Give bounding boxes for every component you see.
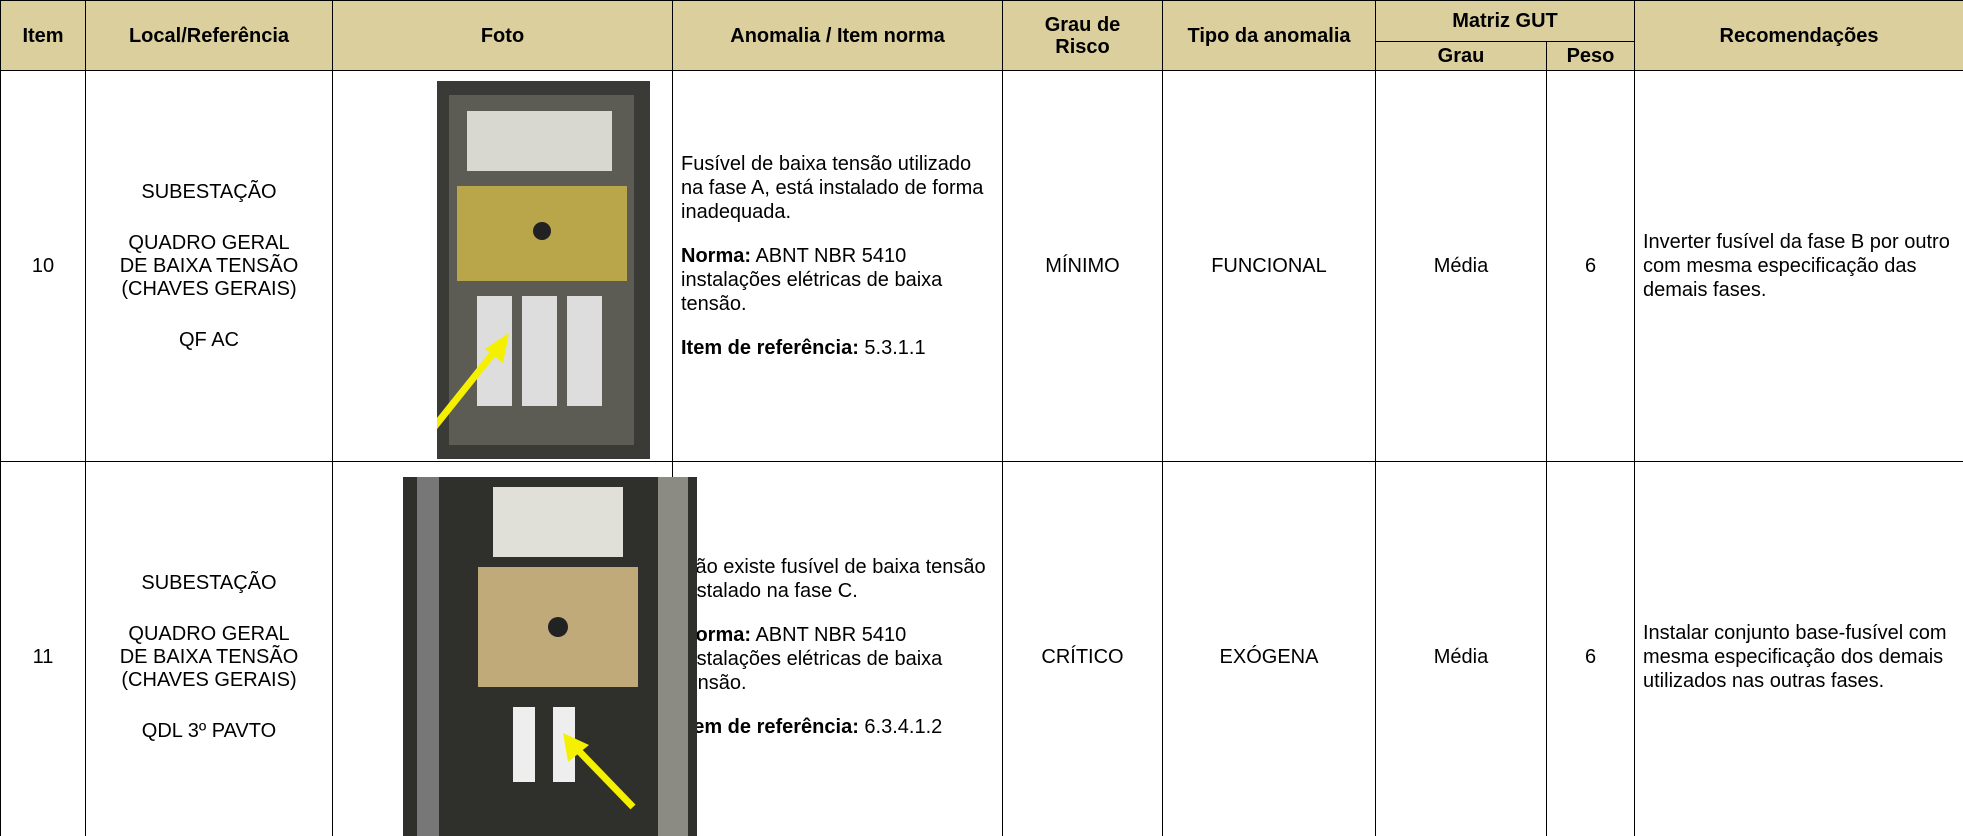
- local-line: (CHAVES GERAIS): [121, 668, 297, 691]
- local-line: DE BAIXA TENSÃO: [119, 645, 299, 668]
- local-line: DE BAIXA TENSÃO: [119, 254, 299, 277]
- local-group: SUBESTAÇÃO: [94, 181, 324, 204]
- norma-label: Norma:: [681, 245, 752, 267]
- photo: [403, 477, 697, 836]
- header-cell: Foto: [332, 0, 673, 71]
- anomaly-cell: Não existe fusível de baixa tensão insta…: [672, 461, 1003, 836]
- type-cell: FUNCIONAL: [1162, 70, 1376, 462]
- local-line: QUADRO GERAL: [128, 622, 290, 645]
- peso-cell: 6: [1546, 461, 1635, 836]
- local-line: SUBESTAÇÃO: [141, 571, 277, 594]
- peso-cell: 6: [1546, 70, 1635, 462]
- header-cell: Grau de Risco: [1002, 0, 1163, 71]
- local-cell: SUBESTAÇÃO QUADRO GERAL DE BAIXA TENSÃO (CH…: [85, 461, 333, 836]
- local-group: SUBESTAÇÃO: [94, 572, 324, 595]
- item-ref: 5.3.1.1: [864, 337, 926, 359]
- local-cell: SUBESTAÇÃO QUADRO GERAL DE BAIXA TENSÃO (CH…: [85, 70, 333, 462]
- local-group: QUADRO GERAL DE BAIXA TENSÃO (CHAVES GERAI…: [94, 623, 324, 692]
- anomaly-norma: Norma: ABNT NBR 5410 instalações elétric…: [681, 623, 994, 695]
- header-cell: Local/Referência: [85, 0, 333, 71]
- recommendation-cell: Instalar conjunto base-fusível com mesma…: [1634, 461, 1963, 836]
- table-row: 10 SUBESTAÇÃO QUADRO GERAL DE BAIXA TENSÃO(…: [0, 70, 1963, 462]
- norma-label: Norma:: [681, 624, 752, 646]
- risk-cell: MÍNIMO: [1002, 70, 1163, 462]
- header-cell: Matriz GUT: [1375, 0, 1635, 42]
- norma-text: ABNT NBR 5410 instalações elétricas de b…: [681, 624, 943, 694]
- item-label: Item de referência:: [681, 716, 859, 738]
- recommendation-cell: Inverter fusível da fase B por outro com…: [1634, 70, 1963, 462]
- item-label: Item de referência:: [681, 337, 859, 359]
- anomaly-desc: Fusível de baixa tensão utilizado na fas…: [681, 153, 984, 223]
- norma-text: ABNT NBR 5410 instalações elétricas de b…: [681, 245, 943, 315]
- item-cell: 10: [0, 70, 86, 462]
- anomaly-item: Item de referência: 5.3.1.1: [681, 336, 994, 360]
- local-line: QUADRO GERAL: [128, 231, 290, 254]
- header-text: Grau de Risco: [1044, 13, 1121, 58]
- photo: [437, 81, 650, 459]
- anomaly-norma: Norma: ABNT NBR 5410 instalações elétric…: [681, 244, 994, 316]
- local-line: SUBESTAÇÃO: [141, 180, 277, 203]
- item-ref: 6.3.4.1.2: [864, 716, 943, 738]
- anomaly-cell: Fusível de baixa tensão utilizado na fas…: [672, 70, 1003, 462]
- header-cell: Grau: [1375, 41, 1547, 71]
- header-cell: Peso: [1546, 41, 1635, 71]
- header-cell: Tipo da anomalia: [1162, 0, 1376, 71]
- anomaly-item: Item de referência: 6.3.4.1.2: [681, 715, 994, 739]
- grau-cell: Média: [1375, 461, 1547, 836]
- local-line: QF AC: [178, 328, 239, 351]
- header-cell: Recomendações: [1634, 0, 1963, 71]
- local-line: (CHAVES GERAIS): [121, 277, 297, 300]
- table-row: 11 SUBESTAÇÃO QUADRO GERAL DE BAIXA TENSÃO(…: [0, 461, 1963, 836]
- local-group: QF AC: [94, 329, 324, 352]
- anomaly-desc: Não existe fusível de baixa tensão insta…: [681, 556, 986, 602]
- local-group: QUADRO GERAL DE BAIXA TENSÃO (CHAVES GERAI…: [94, 232, 324, 301]
- local-group: QDL 3º PAVTO: [94, 720, 324, 743]
- type-cell: EXÓGENA: [1162, 461, 1376, 836]
- risk-cell: CRÍTICO: [1002, 461, 1163, 836]
- header-cell: Item: [0, 0, 86, 71]
- grau-cell: Média: [1375, 70, 1547, 462]
- header-cell: Anomalia / Item norma: [672, 0, 1003, 71]
- item-cell: 11: [0, 461, 86, 836]
- local-line: QDL 3º PAVTO: [141, 719, 277, 742]
